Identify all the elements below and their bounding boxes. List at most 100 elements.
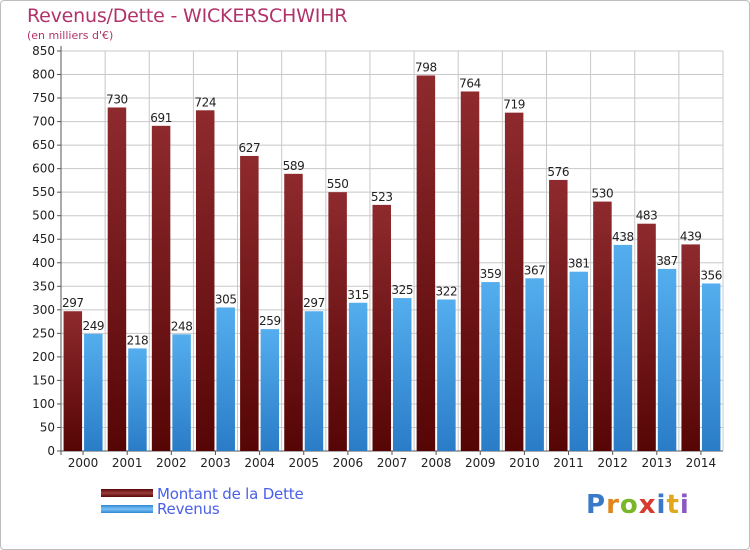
bar-debt [593,201,612,451]
y-tick-label: 300 [32,303,55,317]
bar-revenue [437,299,456,451]
y-tick-label: 350 [32,279,55,293]
data-label: 259 [259,314,281,328]
proxiti-logo: Proxiti [586,490,690,520]
data-label: 305 [215,292,237,306]
x-tick-label: 2007 [377,456,408,470]
legend-label-debt: Montant de la Dette [157,485,304,503]
data-label: 297 [62,296,84,310]
bar-revenue [701,283,721,451]
bar-debt [63,311,83,451]
x-tick-label: 2000 [68,456,99,470]
bar-revenue [304,311,324,451]
data-label: 249 [82,319,104,333]
y-tick-label: 850 [32,44,55,58]
bar-revenue [128,348,147,451]
bar-revenue [525,278,544,451]
data-label: 730 [106,92,128,106]
y-tick-label: 450 [32,232,55,246]
data-label: 297 [303,296,325,310]
data-label: 764 [459,76,481,90]
x-tick-label: 2003 [200,456,231,470]
y-tick-label: 800 [32,68,55,82]
bar-debt [549,179,568,452]
y-tick-label: 600 [32,162,55,176]
data-label: 439 [680,229,702,243]
x-tick-label: 2010 [509,456,540,470]
bar-debt [107,107,127,452]
data-label: 550 [327,177,349,191]
y-tick-label: 200 [32,350,55,364]
x-tick-label: 2006 [333,456,364,470]
data-label: 719 [503,98,525,112]
y-tick-label: 400 [32,256,55,270]
y-tick-label: 0 [47,444,55,458]
data-label: 322 [436,284,458,298]
data-label: 691 [150,111,172,125]
y-tick-label: 750 [32,91,55,105]
legend-swatch-revenue [101,505,153,513]
data-labels: 297 249 730 218 691 248 724 305 627 259 589 297 550 3… [62,60,722,347]
bar-debt [284,173,303,451]
bar-revenue [613,244,633,451]
x-tick-label: 2011 [553,456,584,470]
bar-revenue [569,271,589,451]
y-tick-label: 700 [32,115,55,129]
bar-debt [195,110,215,451]
data-label: 387 [656,254,678,268]
data-label: 359 [480,267,502,281]
bar-debt [416,75,436,452]
data-label: 483 [636,209,658,223]
bar-debt [637,223,656,451]
y-tick-label: 50 [40,420,55,434]
bar-debt [372,204,391,451]
bar-revenue [216,307,235,451]
data-label: 325 [391,283,413,297]
data-label: 248 [171,319,193,333]
bar-revenue [657,268,677,451]
bar-debt [460,91,480,452]
data-label: 218 [127,333,149,347]
data-label: 315 [347,288,369,302]
y-tick-label: 250 [32,326,55,340]
bar-revenue [260,329,280,451]
bar-revenue [348,302,368,451]
x-tick-label: 2004 [244,456,275,470]
y-tick-label: 550 [32,185,55,199]
bar-revenue [84,333,103,451]
x-tick-label: 2001 [112,456,143,470]
x-tick-label: 2014 [686,456,717,470]
data-label: 438 [612,230,634,244]
x-tick-label: 2013 [642,456,673,470]
x-tick-label: 2008 [421,456,452,470]
x-tick-label: 2012 [597,456,628,470]
y-tick-label: 650 [32,138,55,152]
bar-debt [328,192,347,452]
bar-debt [681,244,700,451]
data-label: 356 [700,268,722,282]
bar-debt [151,125,171,451]
chart-title: Revenus/Dette - WICKERSCHWIHR [27,5,348,27]
bar-debt [240,155,259,452]
bar-revenue [172,334,191,451]
data-label: 523 [371,190,393,204]
data-label: 576 [547,165,569,179]
bar-debt [504,112,524,451]
data-label: 627 [238,141,260,155]
x-tick-label: 2005 [288,456,319,470]
bar-revenue [481,282,500,451]
legend-label-revenue: Revenus [157,500,220,518]
legend-swatch-debt [101,489,153,497]
data-label: 724 [194,95,216,109]
y-tick-label: 100 [32,397,55,411]
data-label: 798 [415,60,437,74]
chart-unit-subtitle: (en milliers d'€) [27,29,114,42]
grid-lines [61,50,724,451]
data-label: 367 [524,263,546,277]
data-label: 589 [283,159,305,173]
bar-revenue [393,298,412,451]
y-tick-label: 150 [32,373,55,387]
data-label: 381 [568,257,590,271]
